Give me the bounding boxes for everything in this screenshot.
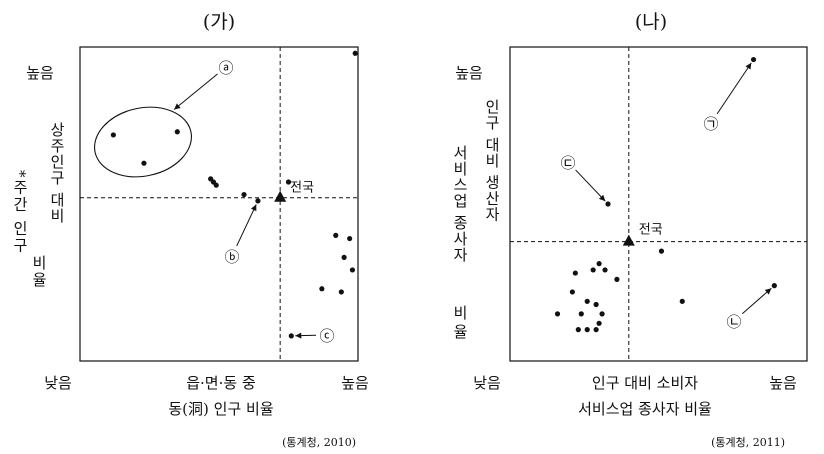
data-point <box>554 311 561 317</box>
annotation-mark: ㉡ <box>726 313 741 331</box>
annotation-mark: ⓐ <box>218 59 233 77</box>
y-axis-label-col1: *주간 인구 <box>11 170 29 254</box>
marks-ga: 전국 ⓐ ⓑ ⓒ <box>80 47 358 361</box>
panel-na: (나) 높음 낮음 높음 인구 대비 소비자 서비스업 종사자 비율 (통계청,… <box>451 11 808 449</box>
panel-ga: (가) 높음 낮음 높음 읍·면·동 중 동(洞) 인구 비율 (통계청, 20… <box>11 11 369 449</box>
data-point <box>596 261 602 267</box>
x-axis-label-line2: 서비스업 종사자 비율 <box>578 400 712 418</box>
x-low-label: 낮음 <box>44 374 72 392</box>
data-point <box>241 191 247 198</box>
data-point <box>352 50 358 56</box>
annotation-mark: ⓑ <box>224 248 239 266</box>
data-point <box>319 286 325 292</box>
data-point <box>584 298 590 304</box>
data-point <box>590 267 596 273</box>
data-point <box>174 129 180 135</box>
annotation-arrow-line <box>173 73 218 110</box>
data-point <box>614 276 620 282</box>
y-axis-label-col2: 상주인구 대비 <box>48 122 66 224</box>
data-point <box>341 254 347 260</box>
data-point <box>572 270 578 276</box>
data-point <box>593 327 599 333</box>
data-point <box>593 301 599 308</box>
y-axis-label-col3: 비율 <box>451 305 469 343</box>
x-axis-label-line1: 인구 대비 소비자 <box>592 374 698 392</box>
annotation-arrow-line <box>716 62 752 115</box>
data-point <box>750 56 757 63</box>
panel-title-ga: (가) <box>203 11 235 33</box>
data-point <box>584 327 590 333</box>
data-point <box>602 267 608 273</box>
data-point <box>213 182 219 188</box>
marks-na: 전국 ㉠㉡ ㉢ <box>510 47 807 361</box>
annotation-arrow-head <box>250 204 257 212</box>
data-point <box>578 311 584 317</box>
y-axis-label-col3: 비율 <box>30 255 48 289</box>
data-point <box>679 298 685 304</box>
plot-frame <box>79 46 359 362</box>
group-ellipse <box>94 106 192 178</box>
data-point <box>333 232 339 238</box>
data-point <box>255 198 261 204</box>
data-point <box>347 235 353 242</box>
y-high-label: 높음 <box>26 64 54 82</box>
x-axis-label-line1: 읍·면·동 중 <box>186 374 256 392</box>
data-point <box>285 179 292 185</box>
data-point <box>599 311 605 317</box>
annotation-arrow-line <box>575 169 606 202</box>
national-marker <box>622 234 635 246</box>
national-marker <box>274 190 287 202</box>
annotation-mark: ㉠ <box>703 115 718 133</box>
data-point <box>575 327 581 333</box>
x-low-label: 낮음 <box>473 374 501 392</box>
data-point <box>596 320 602 326</box>
x-axis-label-line2: 동(洞) 인구 비율 <box>168 400 273 418</box>
source-note: (통계청, 2011) <box>711 436 785 449</box>
annotation-arrow-line <box>236 204 257 247</box>
data-point <box>771 283 777 289</box>
panel-title-na: (나) <box>635 11 667 33</box>
annotation-arrow-line <box>741 287 772 315</box>
annotation-arrow-head <box>295 332 302 339</box>
data-point <box>605 201 611 207</box>
data-point <box>110 132 116 138</box>
annotation-arrow-head <box>174 103 181 110</box>
y-high-label: 높음 <box>455 64 483 82</box>
y-axis-label-col2: 서비스업 종사자 <box>451 145 469 263</box>
x-high-label: 높음 <box>341 374 369 392</box>
annotation-arrow-head <box>598 194 606 202</box>
annotation-arrow-head <box>745 62 752 70</box>
data-point <box>569 289 575 295</box>
annotation-mark: ㉢ <box>560 154 575 172</box>
national-label: 전국 <box>639 223 663 238</box>
source-note: (통계청, 2010) <box>282 436 356 449</box>
data-point <box>141 160 147 166</box>
data-point <box>658 248 665 254</box>
data-point <box>288 333 294 339</box>
data-point <box>349 267 356 273</box>
data-point <box>338 289 344 295</box>
plot-frame <box>509 46 808 362</box>
national-label: 전국 <box>290 181 314 196</box>
x-high-label: 높음 <box>769 374 797 392</box>
annotation-arrow-head <box>764 288 772 295</box>
annotation-mark: ⓒ <box>319 327 334 345</box>
y-axis-label-col1: 인구 대비 생산자 <box>483 99 501 223</box>
